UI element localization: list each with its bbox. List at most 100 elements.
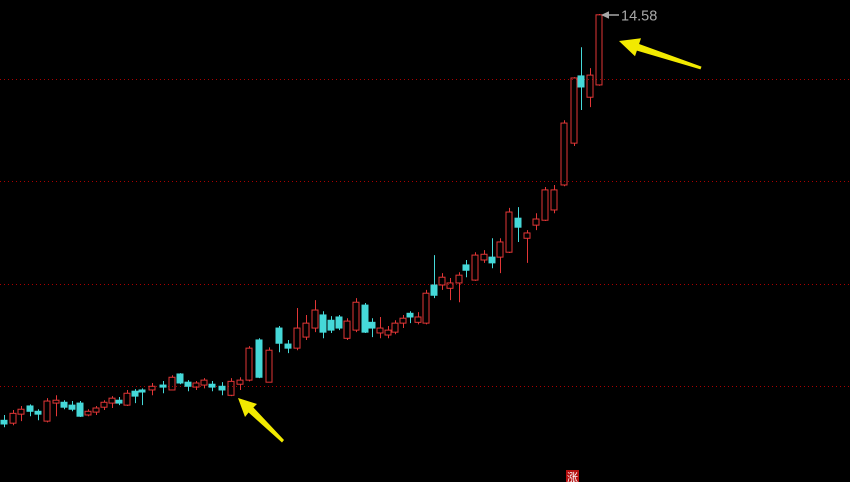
candle-body — [319, 314, 327, 333]
candle-down — [184, 380, 192, 392]
candle-down — [319, 311, 327, 339]
candle-body — [335, 316, 343, 329]
rise-badge-text: 涨 — [567, 471, 578, 482]
candle-up — [391, 320, 399, 335]
candle-down — [26, 404, 34, 417]
candle-body — [343, 320, 351, 339]
candle-body — [168, 376, 176, 391]
candle-up — [311, 300, 319, 333]
candle-down — [115, 396, 123, 406]
candle-body — [376, 327, 384, 334]
candle-down — [361, 303, 369, 333]
candle-up — [168, 375, 176, 391]
candle-up — [108, 396, 116, 409]
candle-body — [586, 74, 594, 98]
candle-body — [275, 327, 283, 344]
candle-down — [34, 409, 42, 421]
candle-up — [496, 238, 504, 274]
candle-down — [138, 388, 146, 406]
candle-body — [446, 282, 454, 289]
candle-up — [100, 400, 108, 411]
candle-body — [488, 256, 496, 264]
candle-down — [76, 401, 84, 418]
candle-body — [505, 211, 513, 253]
candle-body — [399, 317, 407, 324]
candle-down — [0, 414, 8, 428]
peak-price-pointer — [601, 11, 619, 19]
candle-body — [68, 404, 76, 410]
peak-highlight-arrow-icon — [619, 38, 702, 70]
candle-body — [523, 232, 531, 239]
candle-body — [0, 419, 8, 425]
candle-up — [227, 378, 235, 397]
candle-body — [84, 410, 92, 416]
candle-up — [480, 250, 488, 263]
candle-body — [532, 218, 540, 226]
candle-body — [26, 405, 34, 412]
candle-down — [406, 311, 414, 324]
peak-pointer-arrowhead-icon — [601, 11, 609, 19]
candle-up — [265, 347, 273, 383]
candle-body — [34, 410, 42, 415]
candle-body — [438, 276, 446, 286]
candle-body — [577, 75, 585, 88]
candle-body — [176, 373, 184, 384]
candle-up — [84, 409, 92, 417]
candle-down — [327, 316, 335, 333]
candle-body — [245, 347, 253, 381]
candle-body — [265, 349, 273, 383]
candle-up — [399, 314, 407, 329]
breakout-highlight-arrow-icon — [238, 398, 284, 443]
candle-up — [92, 405, 100, 415]
candle-body — [131, 390, 139, 397]
gridlines — [0, 79, 850, 387]
candle-body — [60, 401, 68, 408]
candle-up — [293, 307, 301, 351]
candle-up — [302, 314, 310, 340]
candle-body — [236, 379, 244, 385]
candle-up — [52, 395, 60, 417]
candle-down — [131, 389, 139, 404]
candle-body — [541, 189, 549, 221]
candle-up — [123, 389, 131, 406]
candle-body — [311, 309, 319, 329]
candle-down — [208, 380, 216, 392]
candle-body — [123, 392, 131, 406]
candle-body — [115, 399, 123, 404]
candle-down — [60, 400, 68, 410]
candle-up — [192, 380, 200, 390]
candle-up — [245, 346, 253, 382]
candle-up — [148, 383, 156, 396]
candle-down — [462, 260, 470, 278]
candle-body — [17, 408, 25, 415]
candle-up — [586, 68, 594, 108]
candle-body — [414, 316, 422, 323]
candle-down — [335, 314, 343, 331]
candle-body — [560, 122, 568, 186]
candle-body — [384, 329, 392, 336]
candle-body — [138, 389, 146, 393]
candle-down — [284, 339, 292, 354]
candle-body — [406, 312, 414, 318]
candle-body — [76, 402, 84, 417]
candle-down — [488, 238, 496, 269]
candle-up — [541, 187, 549, 222]
candle-up — [560, 120, 568, 187]
candle-down — [176, 373, 184, 385]
candle-up — [595, 14, 603, 86]
candle-body — [352, 301, 360, 331]
candle-up — [414, 312, 422, 325]
candle-body — [462, 264, 470, 271]
candle-body — [9, 412, 17, 424]
candle-down — [514, 207, 522, 242]
candle-body — [92, 407, 100, 413]
candle-up — [505, 207, 513, 254]
peak-price-label: 14.58 — [621, 9, 657, 25]
candle-body — [570, 77, 578, 144]
candle-up — [523, 230, 531, 263]
candle-body — [184, 381, 192, 387]
candle-body — [52, 399, 60, 404]
candle-down — [368, 318, 376, 338]
candle-down — [68, 401, 76, 412]
